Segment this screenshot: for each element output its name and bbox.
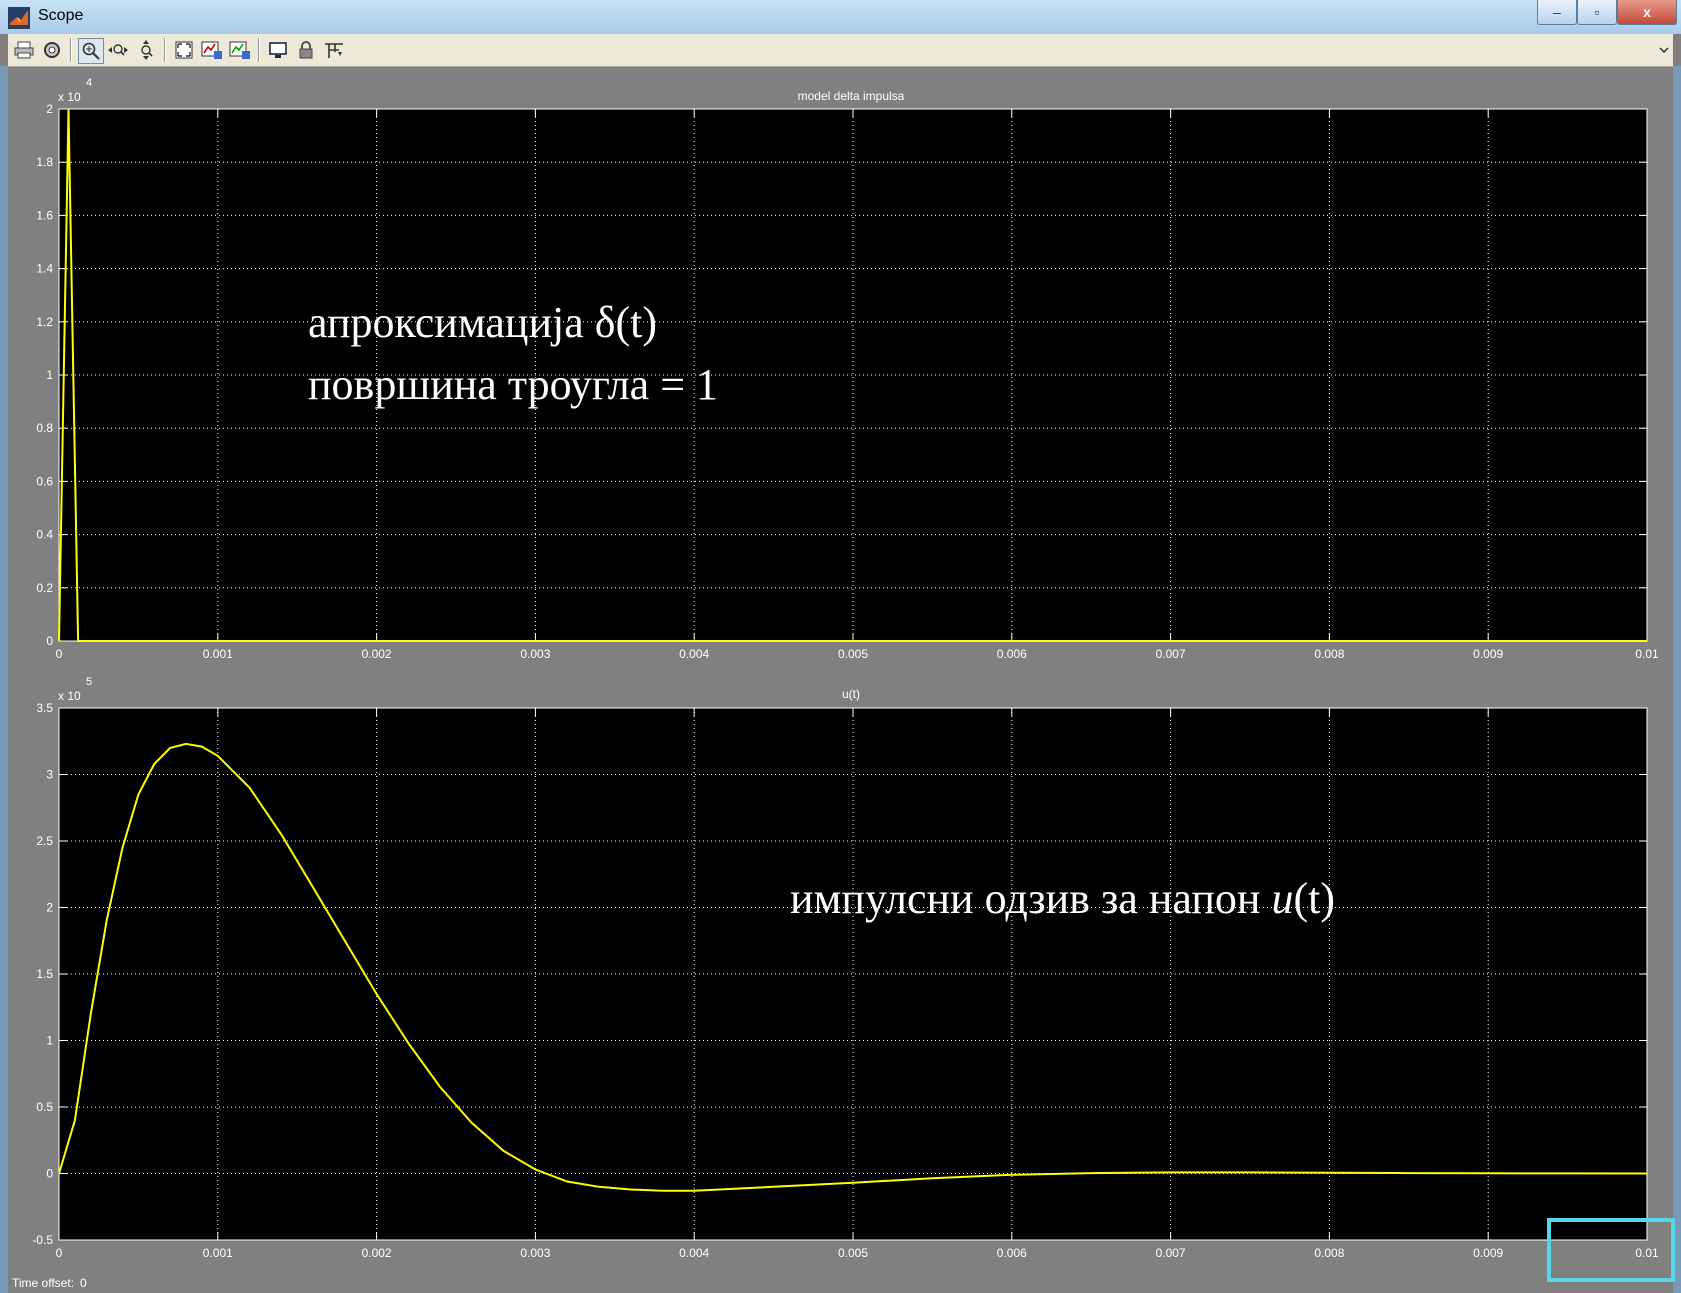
x-tick-label: 0.004 (679, 647, 709, 661)
window-title: Scope (38, 7, 84, 24)
plot-2-xtick-labels: 0 0.001 0.002 0.003 0.004 0.005 0.006 0.007 0.00… (56, 1246, 1659, 1260)
y-tick-label: 1 (46, 368, 53, 382)
plot-1-exponent-base: x 10 (58, 90, 81, 104)
parameters-icon[interactable] (40, 38, 64, 62)
plot-1-grid (58, 108, 1648, 642)
print-icon[interactable] (12, 38, 36, 62)
x-tick-label: 0.006 (997, 1246, 1027, 1260)
y-tick-label: 0.6 (36, 474, 53, 488)
window-border-right (1673, 66, 1681, 1293)
annotation-line-1: апроксимација δ(t) (308, 298, 658, 347)
plot-2-annotation: импулсни одзив за напон u(t) (790, 868, 1335, 930)
annotation-var: u (1271, 874, 1294, 923)
y-tick-label: 2.5 (36, 834, 53, 848)
annotation-suffix: (t) (1293, 874, 1335, 923)
time-offset-label: Time offset: (12, 1276, 75, 1290)
x-tick-label: 0.01 (1635, 647, 1659, 661)
y-tick-label: 0 (46, 1167, 53, 1181)
y-tick-label: -0.5 (32, 1233, 53, 1247)
x-tick-label: 0.006 (997, 647, 1027, 661)
title-bar: Scope – ▫ x (0, 0, 1681, 34)
annotation-line-2: површина троугла = 1 (308, 360, 719, 409)
x-tick-label: 0.009 (1473, 647, 1503, 661)
plot-1-xtick-labels: 0 0.001 0.002 0.003 0.004 0.005 0.006 0.007 0.00… (56, 647, 1659, 661)
highlight-box (1547, 1218, 1675, 1282)
x-tick-label: 0.009 (1473, 1246, 1503, 1260)
matlab-icon (8, 7, 30, 29)
plot-2-exponent: 5 (86, 676, 92, 688)
y-tick-label: 1.2 (36, 315, 53, 329)
y-tick-label: 2 (46, 102, 53, 116)
window-border-left (0, 66, 8, 1293)
plot-2-grid (58, 707, 1648, 1241)
signal-selector-icon[interactable] (322, 38, 346, 62)
plot-2-exponent-base: x 10 (58, 689, 81, 703)
x-tick-label: 0.002 (362, 1246, 392, 1260)
x-tick-label: 0.004 (679, 1246, 709, 1260)
annotation-prefix: импулсни одзив за напон (790, 874, 1272, 923)
plot-1-axes: 0 0.001 0.002 0.003 0.004 0.005 0.006 0.007 0.00… (36, 77, 1659, 661)
x-tick-label: 0.005 (838, 1246, 868, 1260)
minimize-button[interactable]: – (1537, 0, 1577, 25)
time-offset-value: 0 (80, 1276, 87, 1290)
y-tick-label: 1.6 (36, 208, 53, 222)
x-tick-label: 0.001 (203, 647, 233, 661)
plot-2-title: u(t) (842, 687, 860, 701)
x-tick-label: 0.008 (1314, 647, 1344, 661)
toolbar (8, 34, 1673, 67)
x-tick-label: 0.002 (362, 647, 392, 661)
restore-axes-icon[interactable] (228, 38, 252, 62)
series-line (58, 742, 1648, 1192)
y-tick-label: 1.5 (36, 967, 53, 981)
close-button[interactable]: x (1617, 0, 1677, 25)
y-tick-label: 0.4 (36, 528, 53, 542)
zoom-x-icon[interactable] (106, 38, 130, 62)
x-tick-label: 0 (56, 647, 63, 661)
x-tick-label: 0.003 (520, 1246, 550, 1260)
x-tick-label: 0.007 (1156, 647, 1186, 661)
plot-1-line (58, 108, 1647, 642)
plot-1-exponent: 4 (86, 77, 92, 89)
toolbar-overflow-icon[interactable] (1659, 44, 1669, 54)
y-tick-label: 0.8 (36, 421, 53, 435)
y-tick-label: 2 (46, 901, 53, 915)
plot-1-annotation: апроксимација δ(t) површина троугла = 1 (308, 292, 718, 416)
y-tick-label: 1.8 (36, 155, 53, 169)
lock-axes-icon[interactable] (294, 38, 318, 62)
save-axes-icon[interactable] (200, 38, 224, 62)
zoom-y-icon[interactable] (134, 38, 158, 62)
y-tick-label: 0.2 (36, 581, 53, 595)
y-tick-label: 1 (46, 1034, 53, 1048)
x-tick-label: 0.001 (203, 1246, 233, 1260)
x-tick-label: 0.003 (520, 647, 550, 661)
zoom-icon[interactable] (78, 38, 104, 64)
plot-2-line (58, 742, 1648, 1192)
x-tick-label: 0.01 (1635, 1246, 1659, 1260)
time-offset-status: Time offset: 0 (12, 1276, 87, 1290)
maximize-button[interactable]: ▫ (1577, 0, 1617, 25)
x-tick-label: 0 (56, 1246, 63, 1260)
x-tick-label: 0.008 (1314, 1246, 1344, 1260)
y-tick-label: 1.4 (36, 262, 53, 276)
y-tick-label: 3 (46, 768, 53, 782)
autoscale-icon[interactable] (172, 38, 196, 62)
y-tick-label: 3.5 (36, 701, 53, 715)
x-tick-label: 0.005 (838, 647, 868, 661)
floating-scope-icon[interactable] (266, 38, 290, 62)
y-tick-label: 0 (46, 634, 53, 648)
plot-2-axes: 0 0.001 0.002 0.003 0.004 0.005 0.006 0.007 0.00… (32, 676, 1659, 1260)
y-tick-label: 0.5 (36, 1100, 53, 1114)
plot-2-ytick-labels: -0.5 0 0.5 1 1.5 2 2.5 3 3.5 (32, 701, 53, 1247)
x-tick-label: 0.007 (1156, 1246, 1186, 1260)
plot-1-ytick-labels: 0 0.2 0.4 0.6 0.8 1 1.2 1.4 1.6 1.8 2 (36, 102, 53, 648)
series-line (58, 108, 1647, 642)
plot-1-title: model delta impulsa (798, 89, 905, 103)
